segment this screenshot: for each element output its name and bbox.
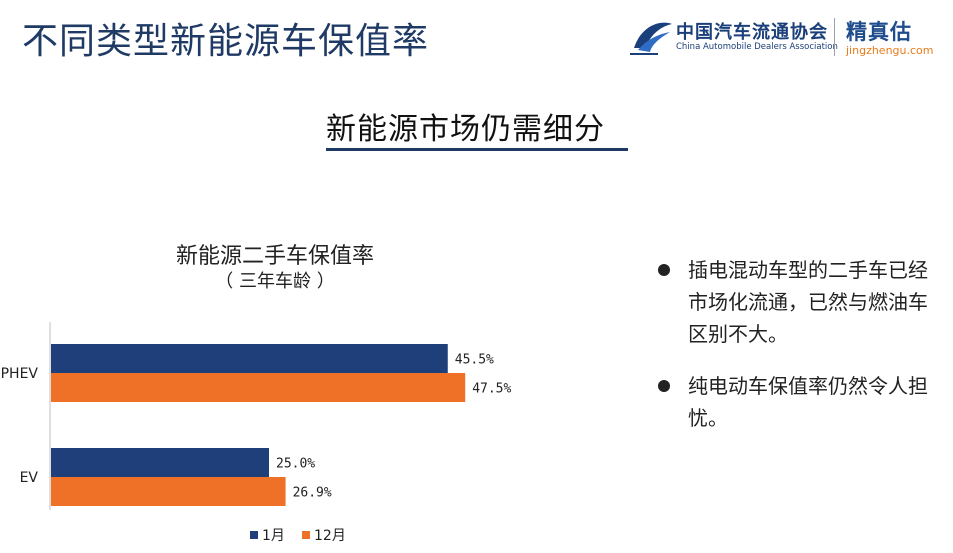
bullet-text: 纯电动车保值率仍然令人担忧。: [688, 374, 928, 430]
bullet-dot-icon: [658, 264, 670, 276]
section-underline: [326, 148, 628, 151]
bullet-dot-icon: [658, 380, 670, 392]
legend-swatch: [250, 531, 258, 539]
category-label: EV: [20, 470, 39, 486]
bullet-text: 插电混动车型的二手车已经市场化流通，已然与燃油车区别不大。: [688, 258, 928, 346]
logo-block: 中国汽车流通协会 China Automobile Dealers Associ…: [628, 14, 948, 60]
data-label: 45.5%: [455, 353, 494, 368]
category-label: PHEV: [1, 366, 39, 382]
slide-title: 不同类型新能源车保值率: [22, 21, 430, 62]
legend-label: 12月: [314, 528, 346, 544]
cada-name-cn: 中国汽车流通协会: [676, 22, 828, 43]
bar-chart: PHEV 45.5% 47.5% EV 25.0% 26.9% 1月 12月: [1, 322, 512, 544]
bar: [51, 448, 269, 477]
bullet-item: 插电混动车型的二手车已经市场化流通，已然与燃油车区别不大。: [654, 254, 944, 350]
bar: [51, 373, 466, 402]
jzg-name-cn: 精真估: [846, 20, 912, 44]
legend-swatch: [302, 531, 310, 539]
bullet-item: 纯电动车保值率仍然令人担忧。: [654, 370, 944, 434]
bar: [51, 344, 448, 373]
legend-label: 1月: [262, 528, 285, 544]
bar: [51, 477, 286, 506]
jzg-url: jingzhengu.com: [846, 44, 934, 57]
cada-logo-icon: [630, 22, 672, 55]
bullet-list: 插电混动车型的二手车已经市场化流通，已然与燃油车区别不大。 纯电动车保值率仍然令…: [654, 254, 944, 454]
chart-title: 新能源二手车保值率: [175, 244, 374, 269]
data-label: 26.9%: [293, 486, 332, 501]
chart-subtitle: （ 三年车龄 ）: [215, 271, 335, 292]
cada-name-en: China Automobile Dealers Association: [676, 42, 838, 52]
section-heading: 新能源市场仍需细分: [326, 112, 605, 147]
logo-divider: [834, 18, 835, 56]
data-label: 47.5%: [472, 382, 511, 397]
data-label: 25.0%: [276, 457, 315, 472]
